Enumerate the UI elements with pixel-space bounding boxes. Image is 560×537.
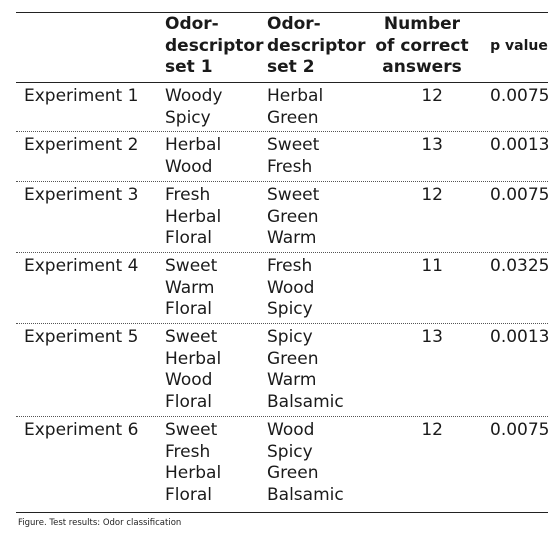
descriptor: Warm [267, 370, 317, 390]
descriptor: Balsamic [267, 484, 344, 505]
correct-count-cell: 12 [421, 420, 443, 440]
descriptor: Fresh [165, 441, 211, 462]
header-correct: Number of correct answers [368, 14, 476, 79]
header-set2-line: set 2 [267, 57, 315, 77]
descriptor: Woody [165, 86, 223, 106]
experiment-cell: Experiment 3 [24, 185, 139, 205]
descriptor: Spicy [165, 107, 211, 128]
header-rule [16, 82, 548, 83]
row-divider [16, 181, 548, 182]
descriptor: Floral [165, 391, 213, 412]
descriptor: Green [267, 463, 319, 483]
table-bottom-rule [16, 512, 548, 513]
descriptor: Herbal [165, 206, 222, 227]
header-correct-line: answers [382, 57, 462, 77]
descriptor: Wood [165, 156, 213, 177]
header-correct-line: Number [383, 14, 461, 34]
descriptor: Sweet [267, 135, 320, 155]
set2-cell: Spicy Green Warm Balsamic [267, 327, 344, 413]
correct-count-cell: 11 [421, 256, 443, 276]
descriptor: Wood [165, 370, 213, 390]
row-divider [16, 252, 548, 253]
descriptor: Herbal [165, 135, 222, 155]
p-value-cell: 0.0075 [490, 86, 550, 106]
descriptor: Green [267, 107, 319, 128]
set1-cell: Sweet Warm Floral [165, 256, 217, 321]
descriptor: Wood [267, 277, 315, 298]
p-value-cell: 0.0075 [490, 420, 550, 440]
descriptor: Spicy [267, 327, 313, 347]
header-set2-line: Odor- [267, 14, 321, 34]
descriptor: Sweet [165, 420, 218, 440]
table-top-rule [16, 12, 548, 13]
descriptor: Fresh [165, 185, 211, 205]
header-set1-line: Odor- [165, 14, 219, 34]
figure-caption: Figure. Test results: Odor classificatio… [18, 518, 182, 528]
header-p-value-line: p value [490, 38, 548, 54]
p-value-cell: 0.0013 [490, 327, 550, 347]
header-set1-line: descriptor [165, 35, 264, 56]
set1-cell: Fresh Herbal Floral [165, 185, 221, 250]
set1-cell: Woody Spicy [165, 86, 222, 129]
set1-cell: Herbal Wood [165, 135, 221, 178]
set2-cell: Sweet Green Warm [267, 185, 319, 250]
descriptor: Floral [165, 299, 213, 319]
descriptor: Sweet [165, 256, 218, 276]
descriptor: Green [267, 206, 319, 227]
correct-count-cell: 12 [421, 86, 443, 106]
descriptor: Spicy [267, 441, 313, 462]
correct-count-cell: 13 [421, 135, 443, 155]
header-set2-line: descriptor [267, 35, 366, 56]
descriptor: Fresh [267, 256, 313, 276]
row-divider [16, 416, 548, 417]
correct-count-cell: 12 [421, 185, 443, 205]
experiment-cell: Experiment 1 [24, 86, 139, 106]
p-value-cell: 0.0013 [490, 135, 550, 155]
descriptor: Warm [165, 277, 215, 298]
p-value-cell: 0.0075 [490, 185, 550, 205]
descriptor: Floral [165, 228, 213, 248]
set1-cell: Sweet Fresh Herbal Floral [165, 420, 221, 506]
header-correct-line: of correct [375, 35, 469, 56]
descriptor: Herbal [165, 463, 222, 483]
descriptor: Wood [267, 420, 315, 440]
experiment-cell: Experiment 6 [24, 420, 139, 440]
set2-cell: Wood Spicy Green Balsamic [267, 420, 344, 506]
descriptor: Green [267, 348, 319, 369]
header-set1: Odor- descriptor set 1 [165, 14, 263, 79]
descriptor: Sweet [165, 327, 218, 347]
set2-cell: Sweet Fresh [267, 135, 319, 178]
header-p-value: p value [490, 36, 548, 58]
experiment-cell: Experiment 2 [24, 135, 139, 155]
row-divider [16, 323, 548, 324]
descriptor: Warm [267, 228, 317, 248]
descriptor: Balsamic [267, 391, 344, 412]
set1-cell: Sweet Herbal Wood Floral [165, 327, 221, 413]
experiment-cell: Experiment 5 [24, 327, 139, 347]
header-set1-line: set 1 [165, 57, 213, 77]
header-set2: Odor- descriptor set 2 [267, 14, 365, 79]
set2-cell: Herbal Green [267, 86, 323, 129]
descriptor: Herbal [267, 86, 324, 106]
descriptor: Herbal [165, 348, 222, 369]
experiment-cell: Experiment 4 [24, 256, 139, 276]
descriptor: Sweet [267, 185, 320, 205]
descriptor: Spicy [267, 299, 313, 319]
descriptor: Floral [165, 484, 213, 505]
set2-cell: Fresh Wood Spicy [267, 256, 314, 321]
row-divider [16, 131, 548, 132]
descriptor: Fresh [267, 156, 313, 177]
p-value-cell: 0.0325 [490, 256, 550, 276]
correct-count-cell: 13 [421, 327, 443, 347]
